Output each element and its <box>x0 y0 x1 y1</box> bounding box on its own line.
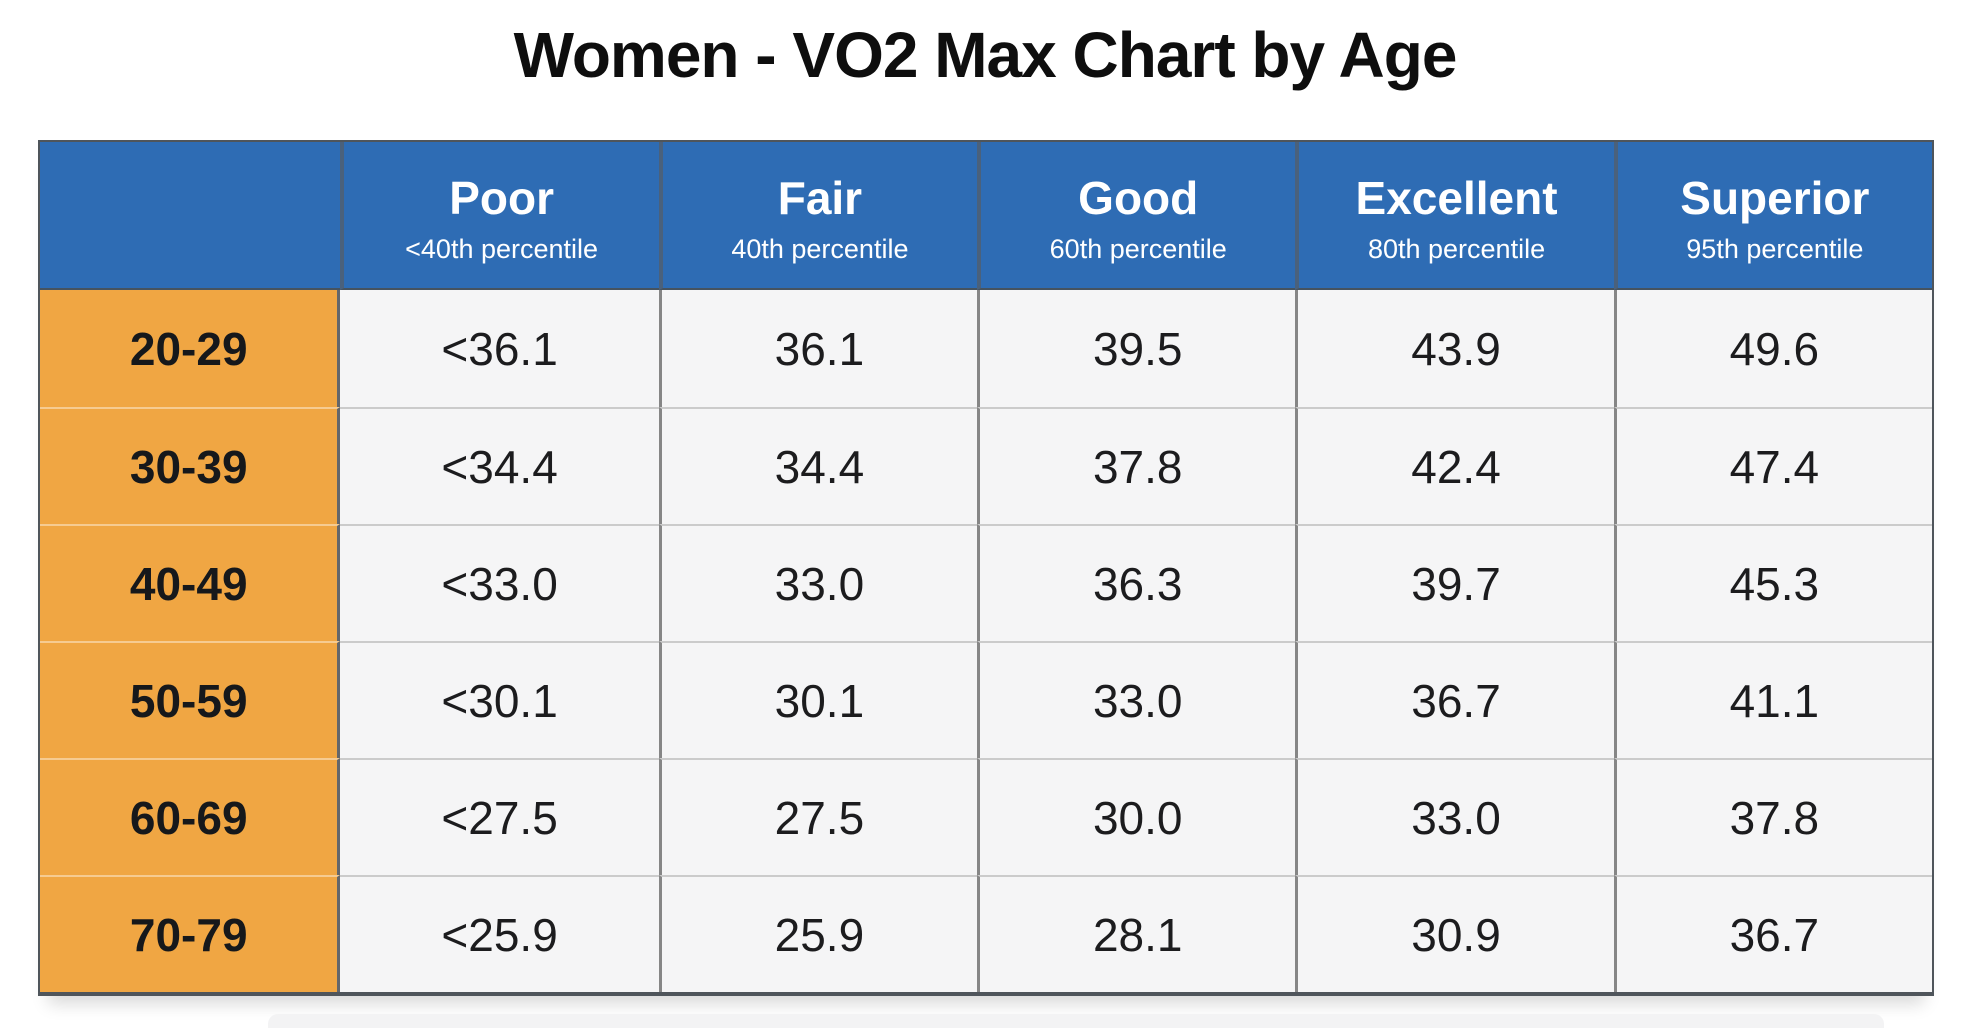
value-cell: 42.4 <box>1295 407 1614 524</box>
value-cell: 36.3 <box>977 524 1296 641</box>
value-cell: 33.0 <box>1295 758 1614 875</box>
column-header-label: Poor <box>449 172 554 224</box>
value-cell: 36.7 <box>1613 875 1932 992</box>
column-header-cell: Poor <40th percentile <box>340 142 659 290</box>
column-header-label: Fair <box>777 172 863 224</box>
age-row-header: 40-49 <box>40 524 341 641</box>
value-cell: 30.1 <box>658 641 978 758</box>
value-cell: <30.1 <box>340 641 659 758</box>
value-cell: 41.1 <box>1613 641 1932 758</box>
bottom-shadow <box>268 1014 1884 1028</box>
value-cell: 36.7 <box>1295 641 1614 758</box>
vo2-max-table: Poor <40th percentile Fair 40th percentile G… <box>38 140 1934 996</box>
age-row-header: 20-29 <box>40 290 341 407</box>
value-cell: 37.8 <box>1613 758 1932 875</box>
age-row-header: 60-69 <box>40 758 341 875</box>
value-cell: 30.0 <box>977 758 1296 875</box>
age-row-header: 50-59 <box>40 641 341 758</box>
value-cell: <36.1 <box>340 290 659 407</box>
column-header-label: Good <box>1078 172 1199 224</box>
column-header-sublabel: 40th percentile <box>731 234 909 264</box>
column-header-cell: Fair 40th percentile <box>658 142 978 290</box>
value-cell: <27.5 <box>340 758 659 875</box>
value-cell: 27.5 <box>658 758 978 875</box>
column-header-sublabel: <40th percentile <box>405 234 599 264</box>
column-header-sublabel: 95th percentile <box>1686 234 1864 264</box>
value-cell: <34.4 <box>340 407 659 524</box>
value-cell: 33.0 <box>977 641 1296 758</box>
value-cell: 36.1 <box>658 290 978 407</box>
value-cell: <25.9 <box>340 875 659 992</box>
value-cell: 34.4 <box>658 407 978 524</box>
column-header-sublabel: 80th percentile <box>1367 234 1546 264</box>
age-row-header: 30-39 <box>40 407 341 524</box>
value-cell: 25.9 <box>658 875 978 992</box>
value-cell: 37.8 <box>977 407 1296 524</box>
value-cell: 39.7 <box>1295 524 1614 641</box>
column-header-cell: Excellent 80th percentile <box>1295 142 1614 290</box>
column-header-sublabel: 60th percentile <box>1049 234 1227 264</box>
value-cell: 33.0 <box>658 524 978 641</box>
value-cell: <33.0 <box>340 524 659 641</box>
age-row-header: 70-79 <box>40 875 341 992</box>
value-cell: 30.9 <box>1295 875 1614 992</box>
value-cell: 45.3 <box>1613 524 1932 641</box>
column-header-cell: Good 60th percentile <box>977 142 1296 290</box>
column-header-label: Superior <box>1680 172 1870 224</box>
value-cell: 43.9 <box>1295 290 1614 407</box>
value-cell: 49.6 <box>1613 290 1932 407</box>
column-header-cell: Superior 95th percentile <box>1613 142 1932 290</box>
page-title: Women - VO2 Max Chart by Age <box>513 19 1458 91</box>
value-cell: 28.1 <box>977 875 1296 992</box>
value-cell: 47.4 <box>1613 407 1932 524</box>
value-cell: 39.5 <box>977 290 1296 407</box>
column-header-label: Excellent <box>1355 172 1558 224</box>
header-corner-cell <box>40 142 341 290</box>
